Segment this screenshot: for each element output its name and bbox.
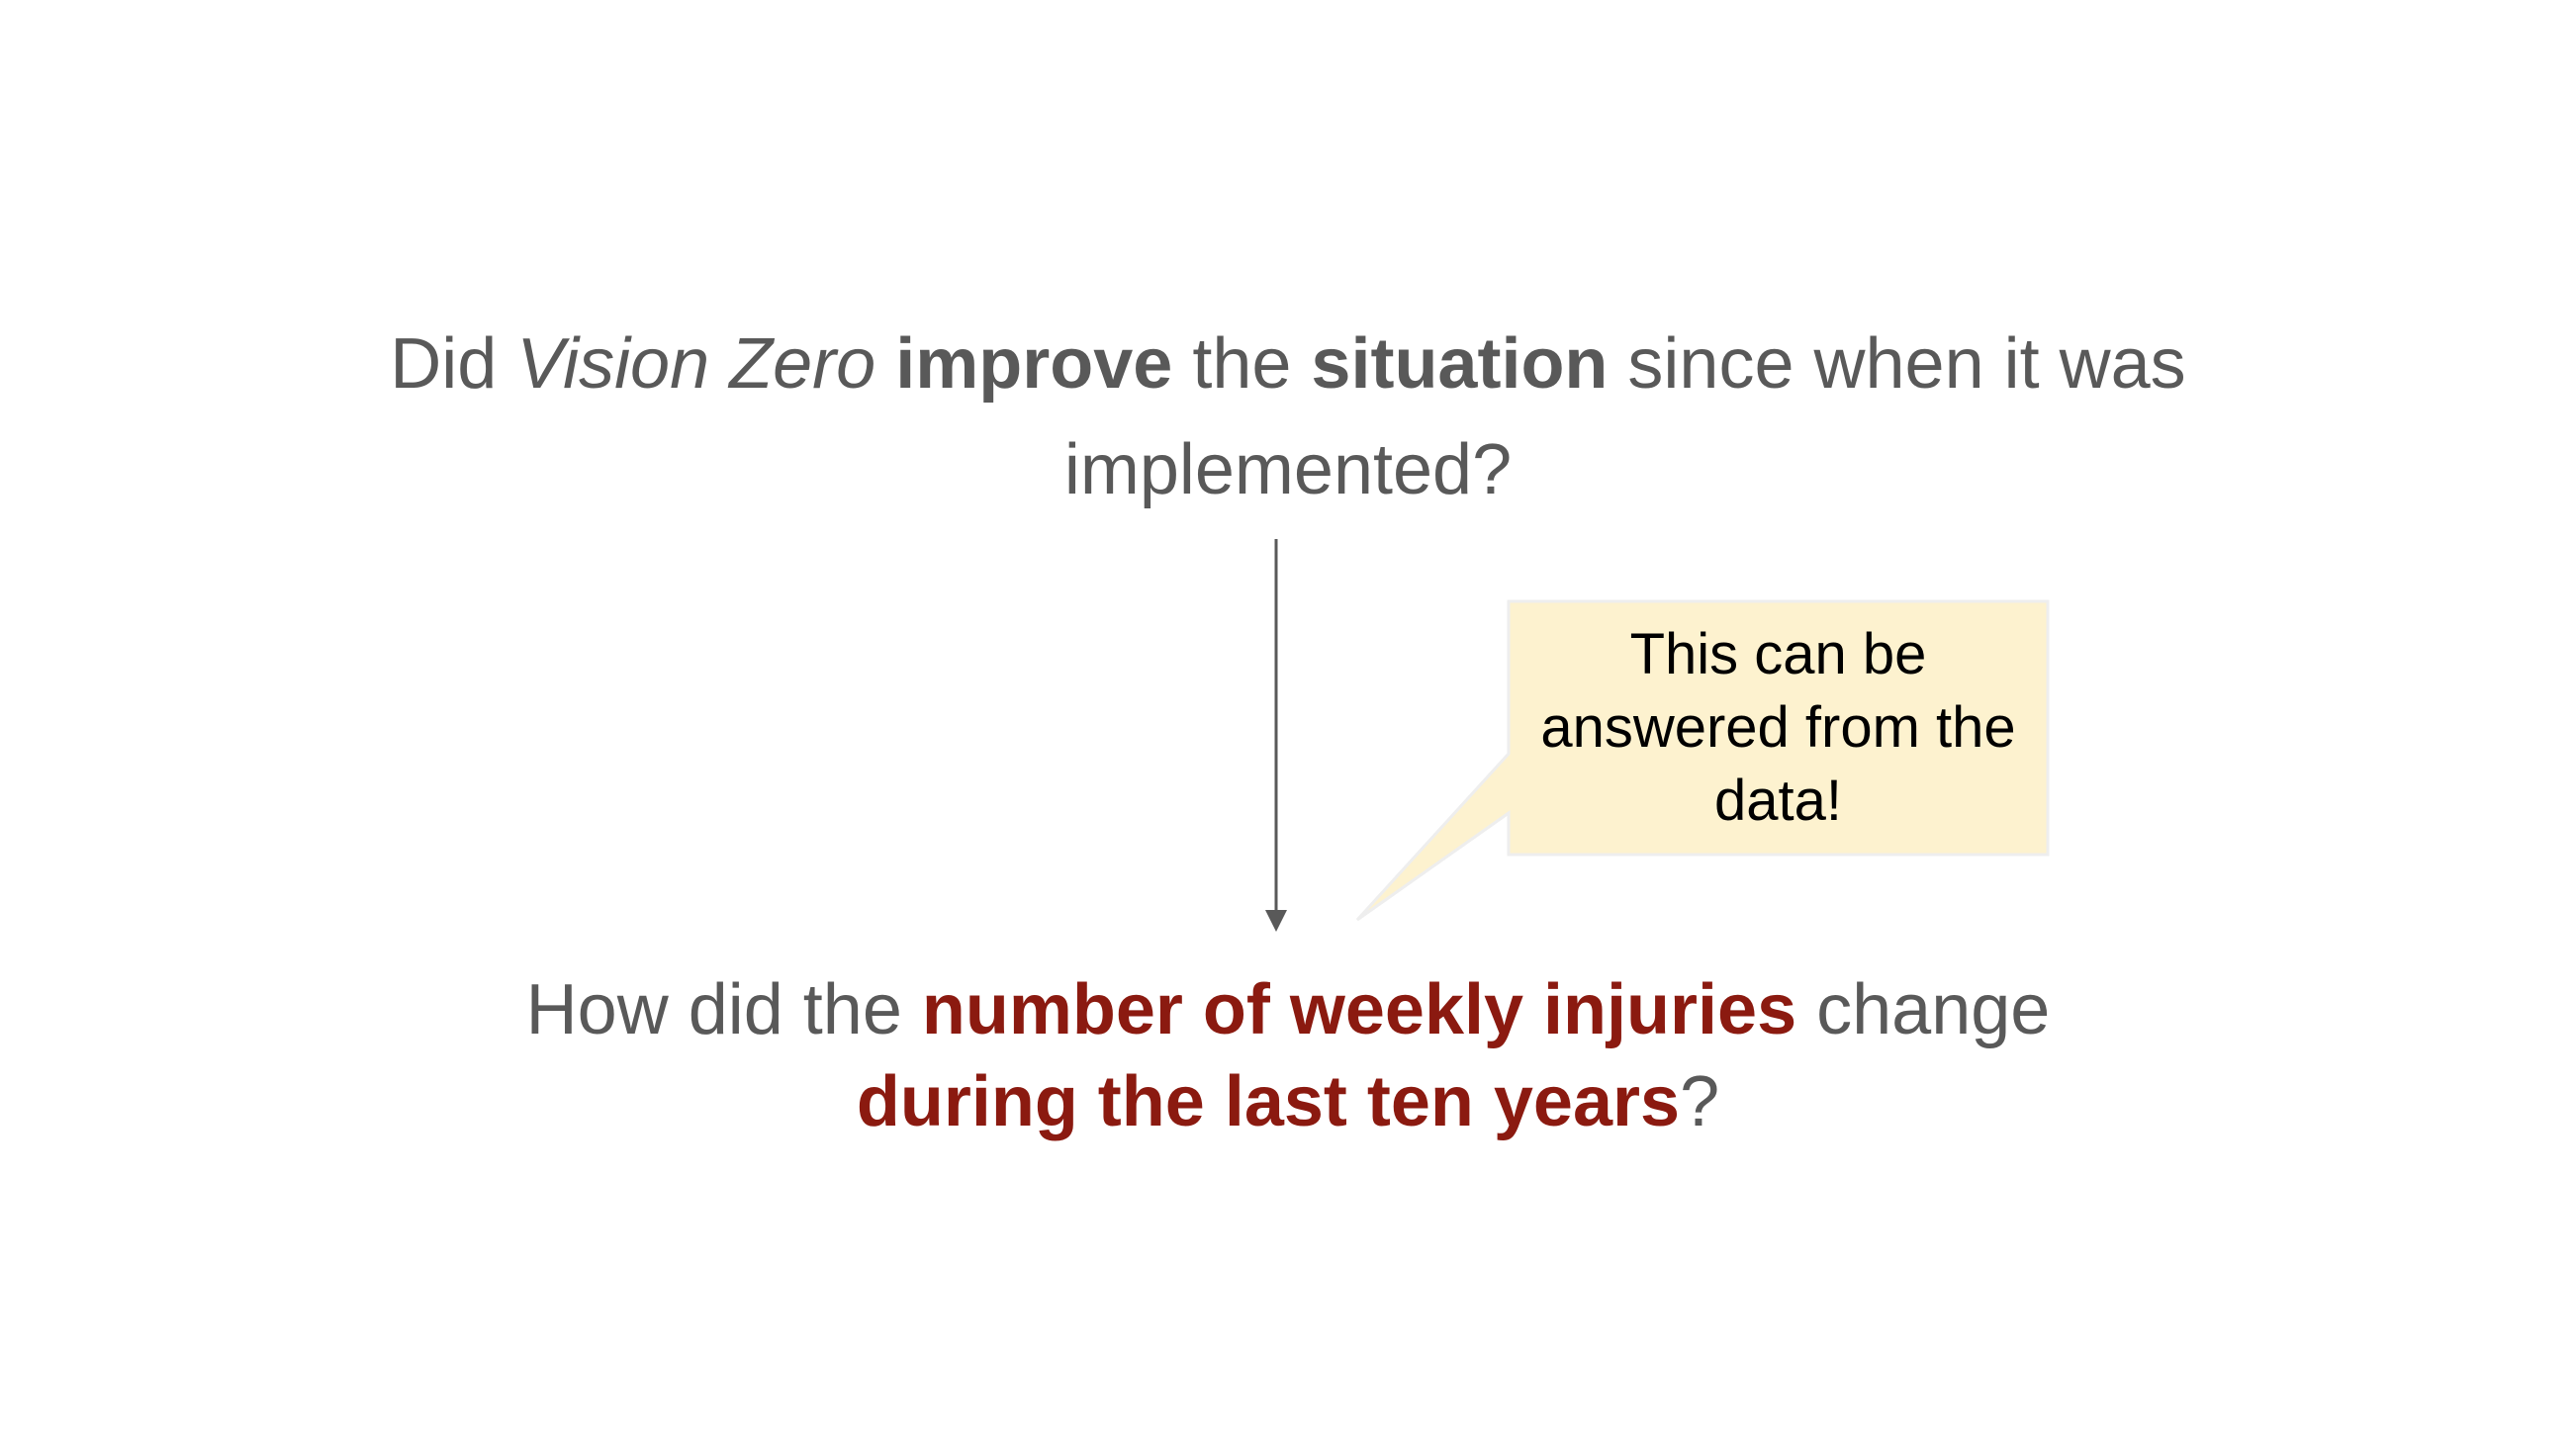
bottom-question-text-1: How did the bbox=[525, 970, 922, 1049]
callout-shape bbox=[1355, 599, 2050, 922]
top-question-situation: situation bbox=[1311, 324, 1609, 404]
top-question-vision-zero: Vision Zero bbox=[516, 324, 876, 404]
top-question-text-4: since when it was implemented? bbox=[1063, 324, 2186, 509]
top-question-text-1: Did bbox=[390, 324, 517, 404]
down-arrow-head bbox=[1265, 910, 1287, 932]
bottom-question-weekly-injuries: number of weekly injuries bbox=[921, 970, 1797, 1049]
bottom-question-text-3: ? bbox=[1680, 1062, 1720, 1141]
top-question-text-3: the bbox=[1172, 324, 1312, 404]
bottom-question: How did the number of weekly injuries ch… bbox=[0, 964, 2576, 1148]
top-question: Did Vision Zero improve the situation si… bbox=[0, 312, 2576, 523]
bottom-question-text-2: change bbox=[1796, 970, 2051, 1049]
top-question-improve: improve bbox=[895, 324, 1173, 404]
bottom-question-last-ten-years: during the last ten years bbox=[856, 1062, 1681, 1141]
callout-text: This can be answered from the data! bbox=[1540, 622, 2016, 833]
